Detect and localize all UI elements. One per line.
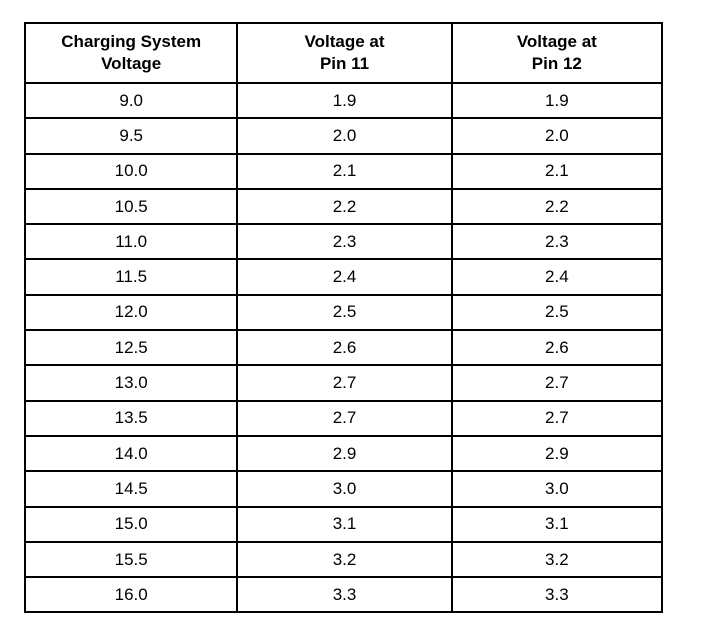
header-cell: Voltage at Pin 12	[450, 22, 664, 84]
table-cell: 2.6	[450, 329, 664, 367]
table-cell: 12.5	[23, 329, 239, 367]
table-row: 15.0 3.1 3.1	[23, 505, 664, 543]
table-row: 13.5 2.7 2.7	[23, 399, 664, 437]
table-cell: 2.7	[450, 364, 664, 402]
table-row: 10.5 2.2 2.2	[23, 187, 664, 226]
table-cell: 2.4	[236, 258, 453, 296]
table-cell: 3.1	[236, 505, 453, 543]
table-row: 12.5 2.6 2.6	[23, 329, 664, 367]
table-cell: 2.0	[450, 117, 664, 155]
table-row: 9.0 1.9 1.9	[23, 81, 664, 120]
table-cell: 1.9	[450, 81, 664, 120]
header-cell: Voltage at Pin 11	[236, 22, 453, 84]
header-line: Pin 12	[531, 54, 582, 73]
table-row: 11.5 2.4 2.4	[23, 258, 664, 296]
table-row: 9.5 2.0 2.0	[23, 117, 664, 155]
table-cell: 2.6	[236, 329, 453, 367]
table-cell: 2.3	[450, 223, 664, 261]
table-cell: 2.1	[450, 152, 664, 190]
table-cell: 3.2	[236, 540, 453, 579]
table-cell: 3.0	[236, 470, 453, 508]
voltage-table: Charging System Voltage Voltage at Pin 11 Vo…	[23, 22, 664, 614]
table-body: 9.0 1.9 1.9 9.5 2.0 2.0 10.0 2.1 2.1 10.5 2.2 2.2 11…	[23, 81, 664, 614]
table-cell: 3.1	[450, 505, 664, 543]
table-cell: 3.3	[450, 576, 664, 614]
table-cell: 13.5	[23, 399, 239, 437]
table-cell: 15.0	[23, 505, 239, 543]
table-cell: 3.3	[236, 576, 453, 614]
table-cell: 2.4	[450, 258, 664, 296]
table-cell: 3.0	[450, 470, 664, 508]
table-row: 13.0 2.7 2.7	[23, 364, 664, 402]
table-row: 10.0 2.1 2.1	[23, 152, 664, 190]
table-cell: 2.2	[450, 187, 664, 226]
table-row: 12.0 2.5 2.5	[23, 293, 664, 332]
table-cell: 3.2	[450, 540, 664, 579]
table-cell: 2.2	[236, 187, 453, 226]
table-cell: 14.0	[23, 434, 239, 473]
table-cell: 2.9	[450, 434, 664, 473]
table-cell: 2.9	[236, 434, 453, 473]
table-cell: 2.7	[236, 399, 453, 437]
table-cell: 11.0	[23, 223, 239, 261]
table-cell: 2.7	[236, 364, 453, 402]
table-cell: 13.0	[23, 364, 239, 402]
table-cell: 11.5	[23, 258, 239, 296]
table-cell: 10.5	[23, 187, 239, 226]
table-cell: 9.0	[23, 81, 239, 120]
table-cell: 1.9	[236, 81, 453, 120]
table-cell: 15.5	[23, 540, 239, 579]
header-line: Voltage	[101, 54, 162, 73]
table-cell: 2.1	[236, 152, 453, 190]
table-row: 14.0 2.9 2.9	[23, 434, 664, 473]
table-cell: 2.7	[450, 399, 664, 437]
table-cell: 10.0	[23, 152, 239, 190]
table-row: 16.0 3.3 3.3	[23, 576, 664, 614]
header-line: Voltage at	[516, 32, 597, 51]
table-cell: 2.5	[236, 293, 453, 332]
table-row: 15.5 3.2 3.2	[23, 540, 664, 579]
header-line: Pin 11	[319, 54, 370, 73]
table-cell: 16.0	[23, 576, 239, 614]
header-cell: Charging System Voltage	[23, 22, 239, 84]
table-row: 11.0 2.3 2.3	[23, 223, 664, 261]
table-cell: 14.5	[23, 470, 239, 508]
table-cell: 2.0	[236, 117, 453, 155]
table-cell: 9.5	[23, 117, 239, 155]
table-cell: 2.5	[450, 293, 664, 332]
table-cell: 12.0	[23, 293, 239, 332]
header-line: Charging System	[61, 32, 202, 51]
table-row: 14.5 3.0 3.0	[23, 470, 664, 508]
header-row: Charging System Voltage Voltage at Pin 11 Vo…	[23, 22, 664, 84]
table-cell: 2.3	[236, 223, 453, 261]
header-line: Voltage at	[304, 32, 385, 51]
